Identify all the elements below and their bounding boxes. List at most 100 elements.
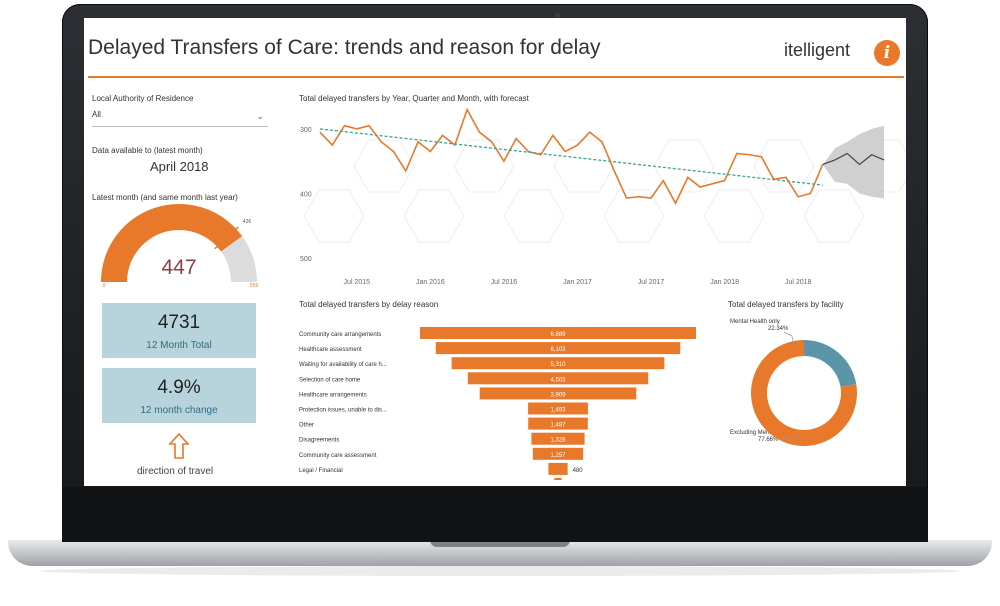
x-tick-label: Jan 2016 [416,279,445,286]
authority-dropdown[interactable]: All ⌄ [92,110,268,127]
gauge-title: Latest month (and same month last year) [92,193,238,202]
x-tick-label: Jan 2017 [563,279,592,286]
change-label: 12 month change [140,405,218,416]
background-hexagon [703,189,765,243]
funnel-category-label: Selection of care home [299,377,361,383]
funnel-bar [451,357,665,370]
funnel-bar [554,478,562,480]
trend-line [319,128,823,186]
background-hexagon [353,139,415,193]
donut-slice [804,340,857,387]
forecast-band [822,125,884,199]
funnel-bar [548,462,568,475]
background-hexagon [603,189,665,243]
y-tick-label: 500 [300,256,312,263]
funnel-value-label: 1,328 [550,438,566,444]
authority-value: All [92,110,101,119]
funnel-bar [528,402,588,415]
gauge-fill [101,204,243,282]
gauge-max-label: 559 [250,283,259,289]
donut-leader-line [781,437,799,441]
funnel-value-label: 6,889 [550,332,566,338]
gauge-min-label: 0 [103,283,106,289]
background-hexagon [403,189,465,243]
forecast-mean-line [822,152,885,166]
funnel-category-label: Waiting for availability of care h... [299,362,387,368]
x-tick-label: Jul 2018 [785,279,812,286]
x-tick-label: Jul 2017 [638,279,665,286]
background-hexagon [303,189,365,243]
funnel-value-label: 5,310 [550,362,566,368]
funnel-bar [420,327,696,339]
x-tick-label: Jan 2018 [710,279,739,286]
background-hexagon [753,139,815,193]
funnel-bar [531,432,585,445]
background-hexagon [453,139,515,193]
gauge-value: 447 [161,256,196,279]
funnel-chart: Community care arrangements 6,889 Healthca… [299,327,696,480]
line-chart: 500 400 300 Jul 2015 Jan 2016 Jul 2016 Jan 201… [300,107,906,286]
change-card: 4.9% 12 month change [102,368,256,423]
funnel-value-label: 4,503 [550,377,566,383]
funnel-bar [528,417,588,430]
donut-pct-mental: 22.34% [768,326,789,332]
header-divider [88,76,904,78]
donut-chart: Mental Health only 22.34% Excluding Ment… [730,319,857,446]
direction-label: direction of travel [137,466,214,477]
funnel-title: Total delayed transfers by delay reason [299,300,439,309]
background-pattern [303,139,906,243]
logo-icon: i [874,40,900,66]
funnel-category-label: Other [299,423,314,429]
background-hexagon [803,189,865,243]
donut-label-excluding: Excluding Ment... [730,430,776,436]
webcam [555,13,560,18]
funnel-category-label: Healthcare assessment [299,347,362,353]
y-tick-label: 400 [300,192,312,199]
up-arrow-icon [168,432,190,459]
authority-label: Local Authority of Residence [92,94,194,103]
funnel-bar [435,342,681,355]
funnel-value-label: 6,103 [550,347,566,353]
funnel-category-label: Community care assessment [299,453,377,459]
total-value: 4731 [157,312,201,333]
logo-text: itelligent [784,40,851,60]
funnel-value-label: 1,257 [550,453,566,459]
donut-leader-line [783,331,795,349]
x-tick-label: Jul 2016 [491,279,518,286]
total-label: 12 Month Total [146,340,212,351]
funnel-category-label: Disagreements [299,438,339,444]
funnel-bar [532,447,584,460]
donut-label-mental: Mental Health only [730,319,780,325]
chevron-down-icon: ⌄ [256,111,264,121]
funnel-value-label: 1,493 [550,408,566,414]
y-tick-label: 300 [300,127,312,134]
data-available-label: Data available to (latest month) [92,146,203,155]
funnel-value-label: 480 [573,468,584,474]
x-tick-label: Jul 2015 [344,279,371,286]
background-hexagon [503,189,565,243]
laptop-shadow [40,566,960,576]
laptop-chin [62,487,928,542]
line-chart-title: Total delayed transfers by Year, Quarter… [299,94,529,103]
dashboard-screen: Delayed Transfers of Care: trends and re… [84,18,906,486]
funnel-category-label: Legal / Financial [299,468,343,474]
total-card: 4731 12 Month Total [102,303,256,358]
page-title: Delayed Transfers of Care: trends and re… [88,36,601,59]
funnel-bar [467,372,649,385]
gauge-target-marker [214,226,239,250]
gauge-target-label: 426 [243,219,252,225]
gauge-chart: 426 447 0 559 [101,204,259,289]
funnel-category-label: Healthcare arrangements [299,392,367,398]
funnel-value-label: 3,909 [550,392,566,398]
donut-slice [751,340,857,446]
donut-pct-excluding: 77.66% [758,437,779,443]
actual-series-line [319,107,824,205]
change-value: 4.9% [157,377,201,398]
donut-title: Total delayed transfers by facility [728,300,844,309]
funnel-bar [479,387,637,400]
laptop-base-notch [430,540,570,547]
funnel-category-label: Protection issues, unable to dis... [299,408,387,414]
data-available-value: April 2018 [150,159,209,174]
funnel-value-label: 1,487 [550,423,566,429]
funnel-category-label: Community care arrangements [299,332,381,338]
